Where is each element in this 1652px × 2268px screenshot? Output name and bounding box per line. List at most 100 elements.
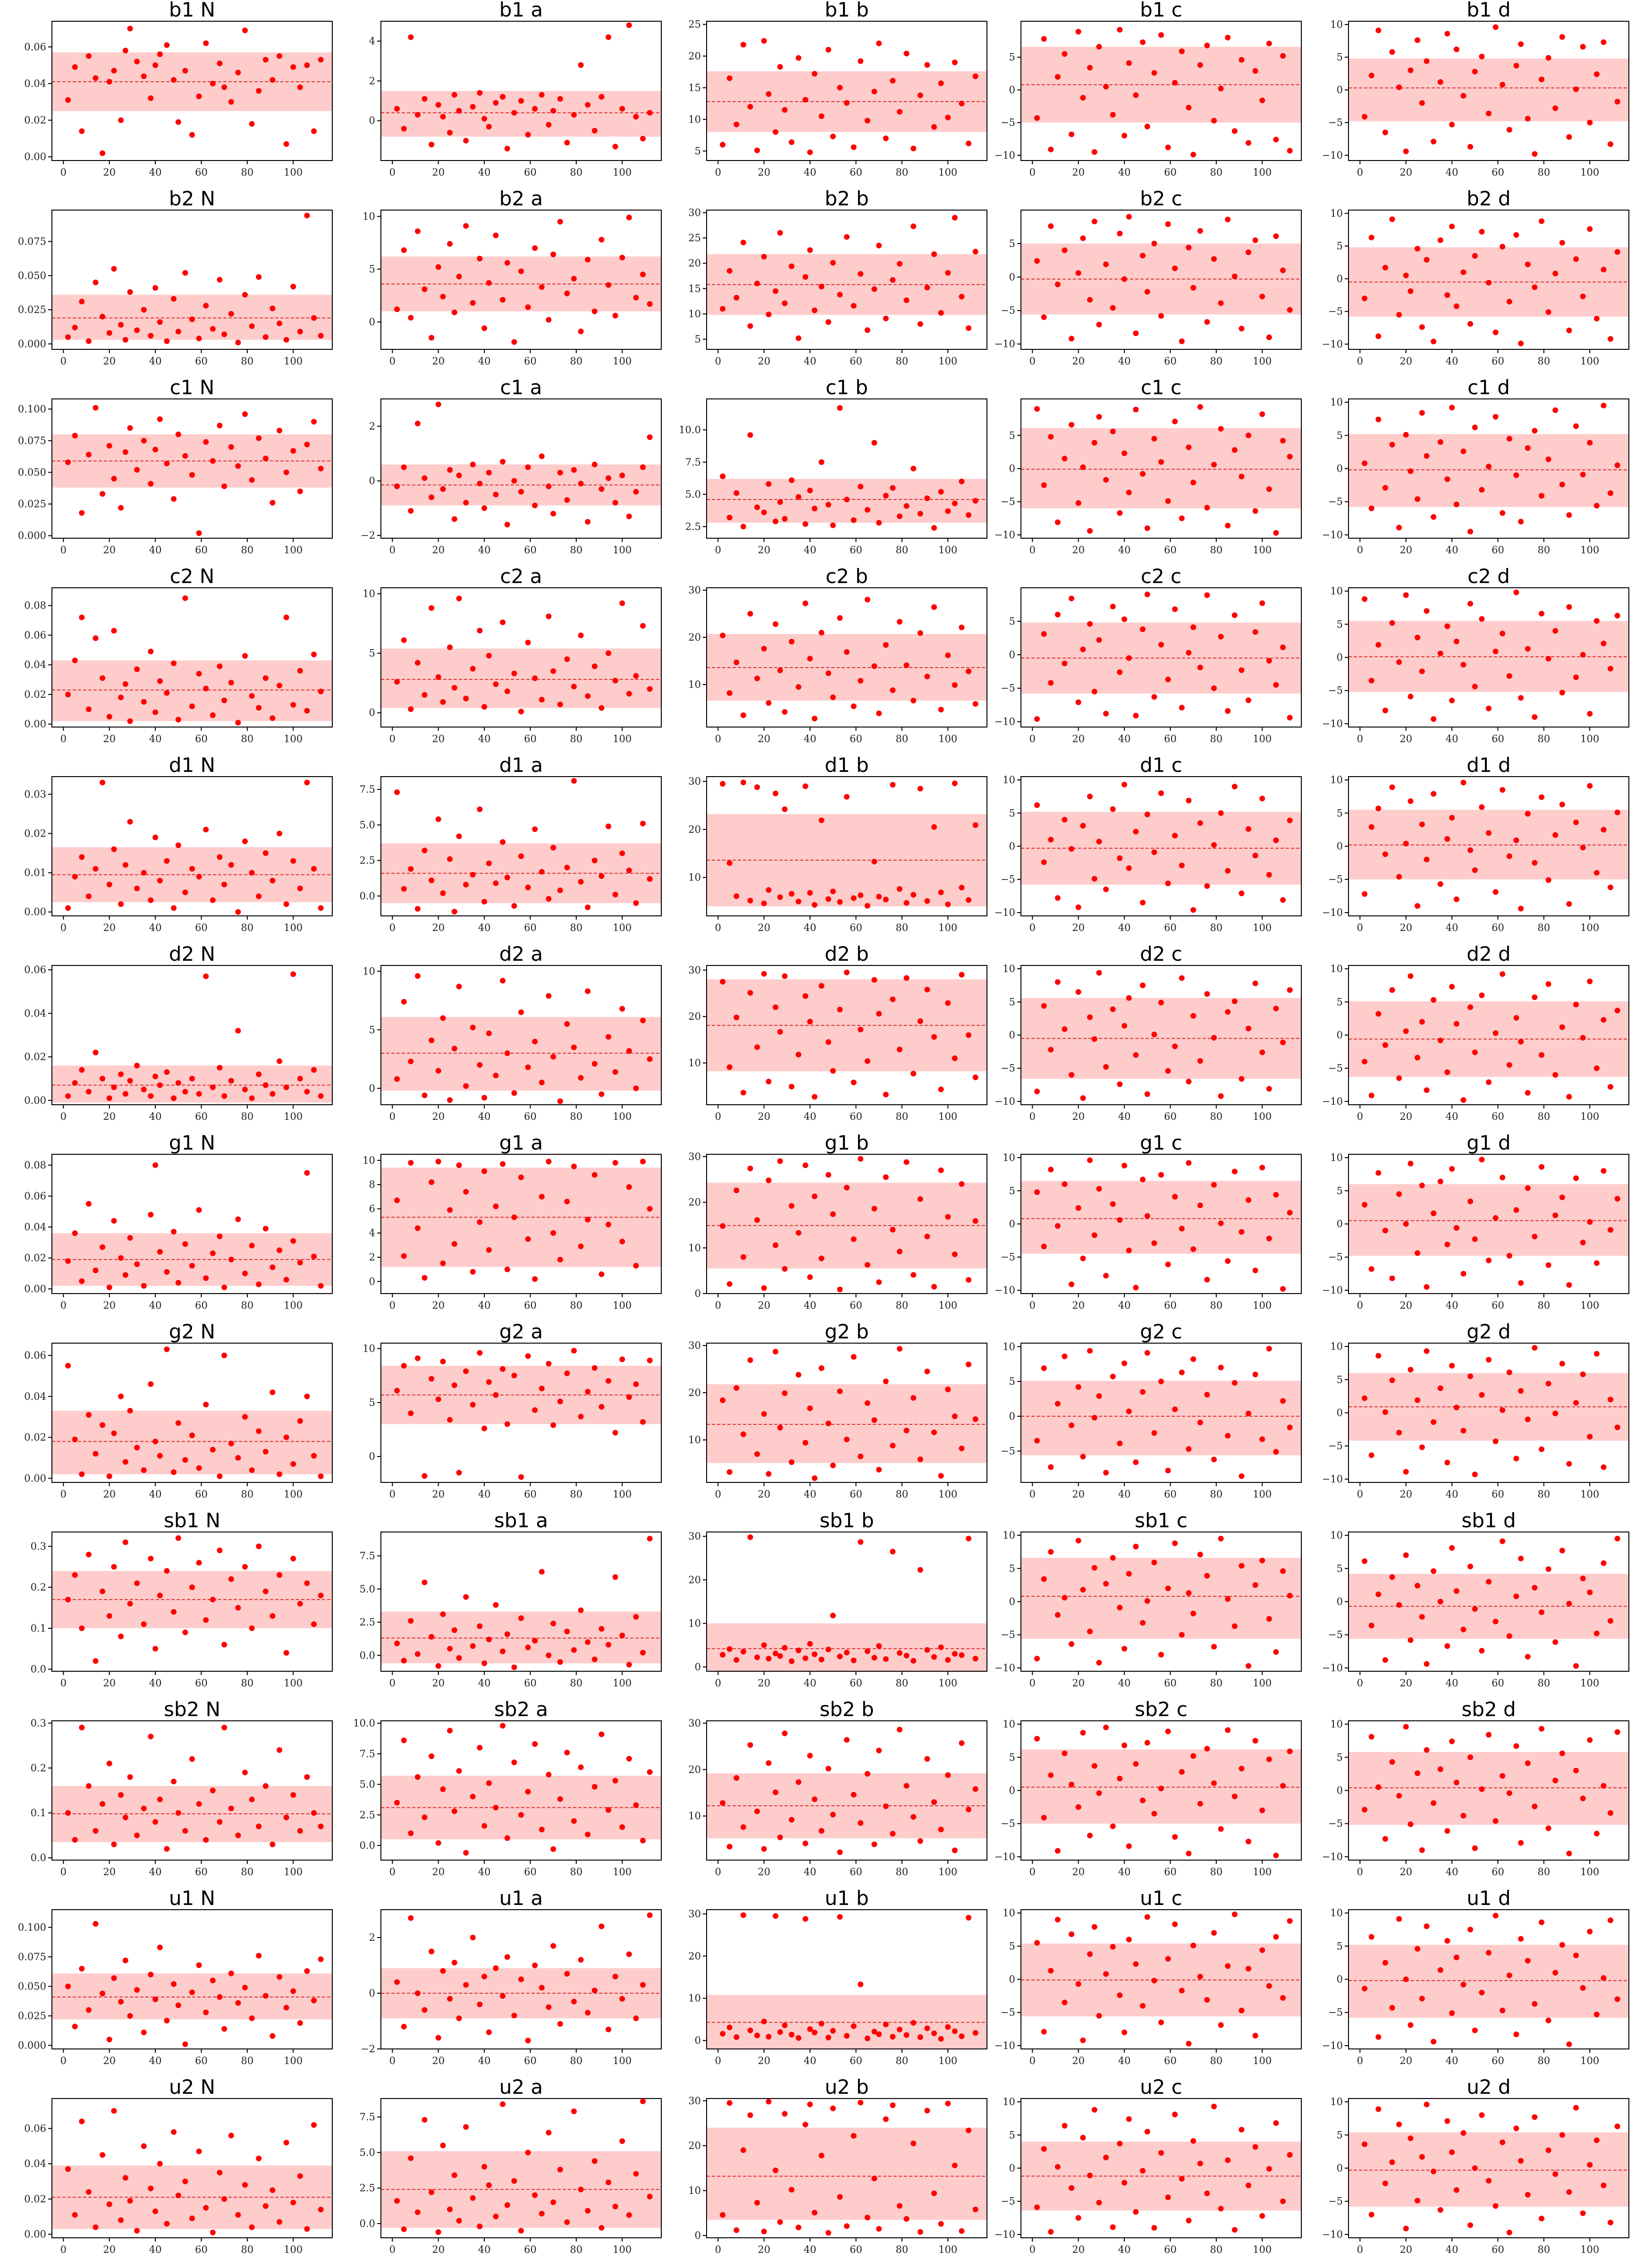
subplot-title: b2 N <box>169 187 215 210</box>
x-tick-label: 20 <box>103 1300 116 1311</box>
data-point <box>592 2158 598 2164</box>
data-point <box>1615 1729 1620 1735</box>
data-point <box>1117 2141 1122 2147</box>
x-tick-label: 60 <box>195 1300 208 1311</box>
x-tick-label: 0 <box>715 1300 721 1311</box>
data-point <box>422 287 428 292</box>
data-point <box>897 1047 902 1052</box>
data-point <box>1460 93 1466 99</box>
data-point <box>1179 1769 1185 1775</box>
data-point <box>470 1402 476 1407</box>
data-point <box>1232 128 1238 134</box>
data-point <box>619 601 625 606</box>
data-point <box>1431 1800 1436 1806</box>
x-tick-label: 40 <box>478 922 491 933</box>
data-point <box>1110 429 1116 434</box>
x-tick-label: 0 <box>1029 1677 1036 1689</box>
data-point <box>304 1968 310 1974</box>
data-point <box>871 440 877 446</box>
x-tick-label: 40 <box>478 2244 491 2255</box>
data-point <box>477 256 482 262</box>
data-point <box>1438 1967 1443 1973</box>
data-point <box>910 698 916 703</box>
x-tick-label: 60 <box>850 922 862 933</box>
y-tick-label: 5 <box>369 263 375 275</box>
data-point <box>1096 970 1102 975</box>
x-tick-label: 100 <box>1253 1866 1272 1878</box>
data-point <box>304 1170 310 1176</box>
data-point <box>1375 1591 1381 1597</box>
data-point <box>1197 1801 1203 1807</box>
data-point <box>1532 994 1537 1000</box>
data-point <box>1034 1089 1040 1094</box>
data-point <box>486 2030 492 2035</box>
data-point <box>284 1277 289 1283</box>
data-point <box>111 1842 117 1847</box>
data-point <box>176 432 181 437</box>
data-point <box>1396 1602 1402 1608</box>
data-point <box>249 2225 255 2230</box>
data-point <box>440 114 446 119</box>
data-point <box>221 1725 227 1730</box>
data-point <box>1034 1656 1040 1661</box>
data-point <box>571 778 577 784</box>
data-point <box>1608 1917 1613 1923</box>
data-point <box>304 1580 310 1586</box>
data-point <box>1158 1652 1164 1658</box>
data-point <box>1615 1196 1620 1202</box>
data-point <box>1062 1595 1068 1600</box>
y-tick-label: 0.04 <box>24 659 46 670</box>
data-point <box>1444 1938 1450 1944</box>
data-point <box>1204 1277 1210 1283</box>
data-point <box>249 121 255 127</box>
data-point <box>844 649 850 655</box>
data-point <box>270 1613 275 1619</box>
data-point <box>249 2015 255 2021</box>
data-point <box>1493 1619 1499 1625</box>
x-tick-label: 80 <box>1210 733 1222 745</box>
data-point <box>550 1846 556 1852</box>
data-point <box>931 251 937 257</box>
data-point <box>1587 226 1593 232</box>
y-tick-label: 30 <box>688 1531 701 1542</box>
data-point <box>1253 237 1258 243</box>
data-point <box>1259 1808 1265 1813</box>
data-point <box>525 132 531 137</box>
x-tick-label: 40 <box>478 733 491 745</box>
data-point <box>973 498 978 504</box>
data-point <box>452 909 457 914</box>
data-point <box>1151 436 1157 441</box>
data-point <box>500 94 506 100</box>
data-point <box>837 2194 843 2200</box>
data-point <box>1259 294 1265 299</box>
data-point <box>318 1093 324 1099</box>
data-point <box>818 1657 824 1662</box>
data-point <box>754 148 760 153</box>
data-point <box>858 1454 863 1459</box>
data-point <box>456 274 462 279</box>
data-point <box>818 113 824 119</box>
data-point <box>539 1569 545 1574</box>
x-tick-label: 100 <box>613 2055 632 2066</box>
x-tick-label: 0 <box>1357 544 1363 556</box>
data-point <box>626 215 632 220</box>
data-point <box>1573 423 1579 429</box>
data-point <box>1594 71 1600 77</box>
data-point <box>1513 63 1519 68</box>
data-point <box>571 276 577 281</box>
data-point <box>189 1756 195 1762</box>
data-point <box>1472 253 1478 259</box>
data-point <box>463 1850 469 1855</box>
data-point <box>127 1601 133 1607</box>
data-point <box>1375 333 1381 339</box>
data-point <box>284 141 289 147</box>
data-point <box>1076 989 1081 995</box>
y-tick-label: 0.06 <box>24 1191 46 1202</box>
data-point <box>1151 1560 1157 1566</box>
data-point <box>904 1159 910 1165</box>
data-point <box>754 1809 760 1814</box>
data-point <box>182 889 188 895</box>
data-point <box>1069 1641 1074 1647</box>
x-tick-label: 60 <box>850 1677 862 1689</box>
y-tick-label: −5 <box>1328 1818 1343 1829</box>
